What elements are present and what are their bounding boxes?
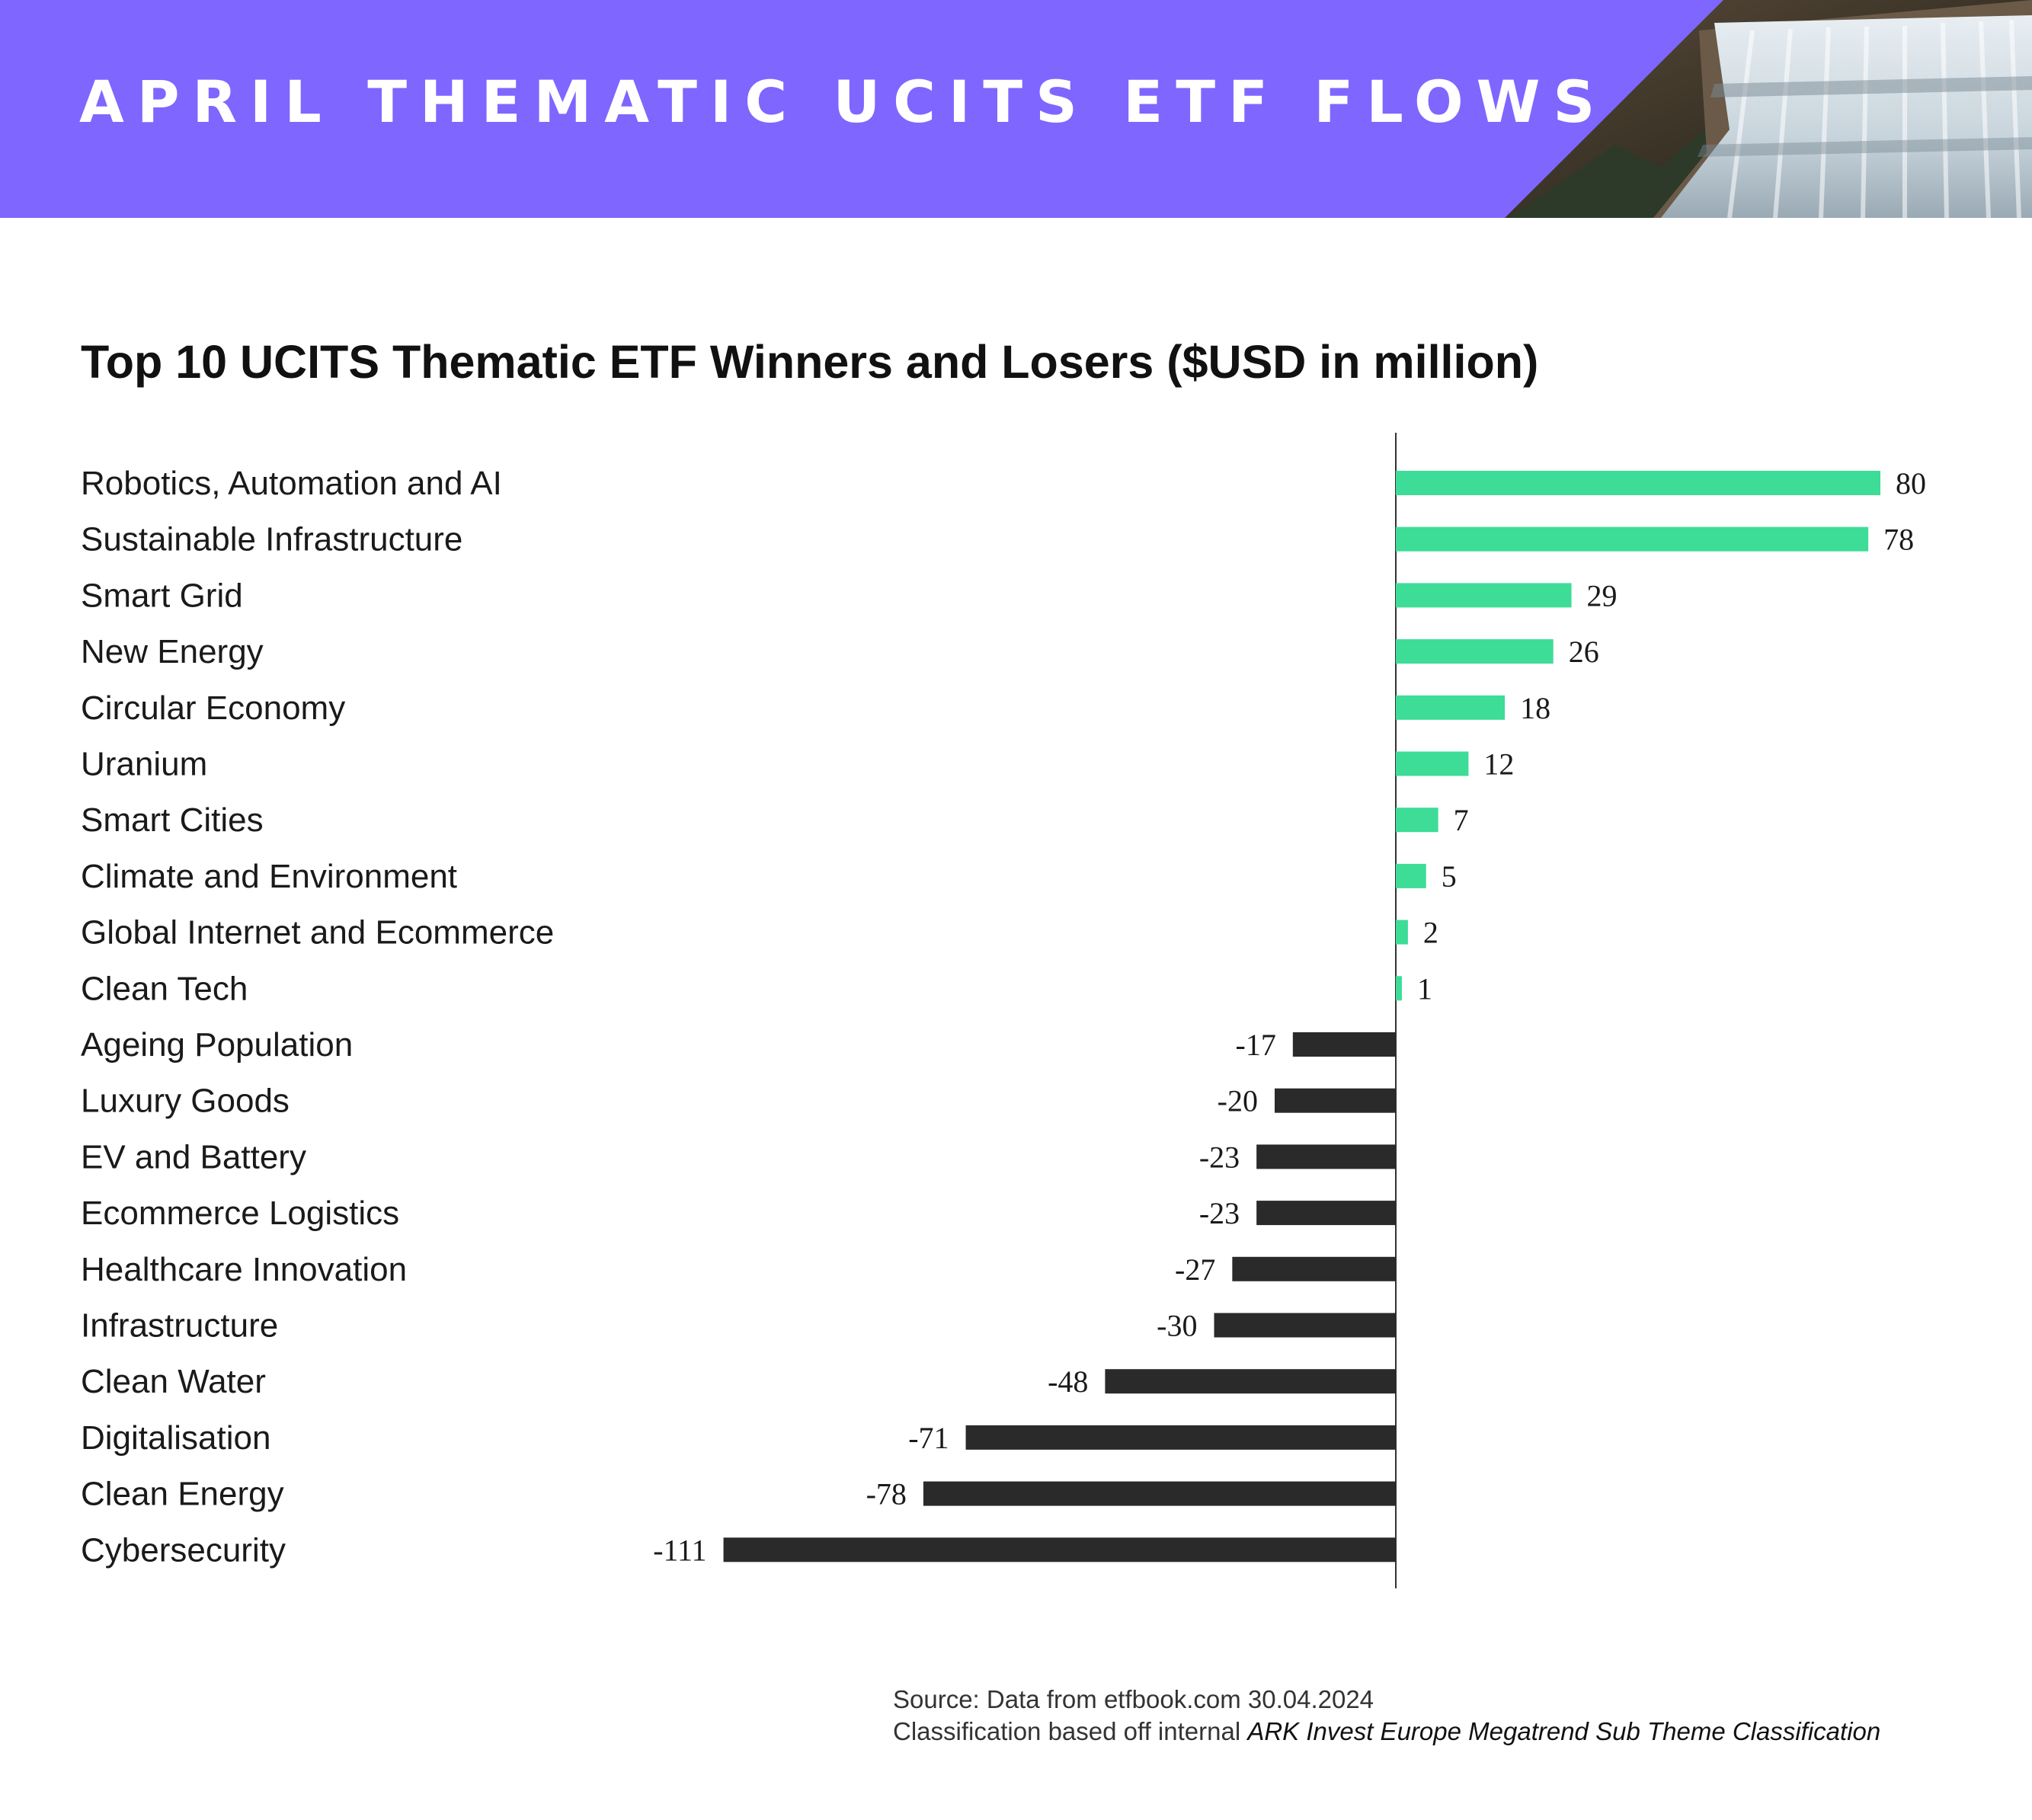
category-label: Clean Water (81, 1363, 266, 1400)
value-label: -23 (1199, 1140, 1240, 1174)
bar (1396, 920, 1408, 945)
header-banner: APRIL THEMATIC UCITS ETF FLOWS (0, 0, 2032, 218)
value-label: -78 (866, 1477, 907, 1511)
bar (1105, 1369, 1396, 1394)
chart-title: Top 10 UCITS Thematic ETF Winners and Lo… (81, 336, 1539, 388)
category-label: Uranium (81, 746, 207, 783)
bar (1292, 1032, 1396, 1057)
category-label: Climate and Environment (81, 858, 457, 895)
value-label: 12 (1483, 747, 1514, 782)
value-label: 1 (1417, 971, 1432, 1006)
value-label: -23 (1199, 1196, 1240, 1230)
bar (1396, 695, 1506, 720)
category-label: Healthcare Innovation (81, 1251, 407, 1288)
category-label: Luxury Goods (81, 1083, 290, 1120)
category-label: Clean Tech (81, 970, 248, 1007)
bar (1396, 863, 1426, 888)
category-label: Smart Grid (81, 577, 243, 614)
value-label: 2 (1423, 916, 1438, 950)
bar (1396, 526, 1869, 552)
category-label: Global Internet and Ecommerce (81, 914, 554, 952)
value-label: -30 (1157, 1309, 1197, 1343)
bar (723, 1537, 1396, 1563)
bar (965, 1425, 1396, 1450)
bar (1275, 1088, 1396, 1113)
bar (1232, 1256, 1396, 1281)
value-label: -48 (1048, 1364, 1088, 1399)
classification-line: Classification based off internal ARK In… (893, 1716, 1880, 1748)
category-label: Cybersecurity (81, 1531, 286, 1569)
page-title: APRIL THEMATIC UCITS ETF FLOWS (79, 68, 1608, 136)
value-label: 26 (1569, 635, 1599, 669)
bar (1256, 1144, 1396, 1169)
value-label: 18 (1520, 691, 1550, 725)
category-label: Smart Cities (81, 801, 264, 839)
bar (1256, 1201, 1396, 1226)
classification-prefix: Classification based off internal (893, 1717, 1248, 1745)
category-label: Infrastructure (81, 1307, 278, 1345)
value-label: -71 (908, 1421, 949, 1455)
bar (1396, 808, 1438, 833)
bar (1396, 639, 1554, 664)
category-label: EV and Battery (81, 1138, 306, 1175)
category-label: New Energy (81, 633, 264, 670)
bar (1396, 976, 1402, 1001)
classification-name: ARK Invest Europe Megatrend Sub Theme Cl… (1247, 1717, 1881, 1745)
category-label: Clean Energy (81, 1476, 284, 1513)
bar (1396, 583, 1572, 608)
source-line: Source: Data from etfbook.com 30.04.2024 (893, 1685, 1374, 1713)
category-label: Ecommerce Logistics (81, 1195, 399, 1232)
category-label: Circular Economy (81, 689, 345, 727)
value-label: -27 (1175, 1252, 1215, 1287)
bar (1396, 751, 1469, 776)
value-label: 7 (1454, 803, 1469, 837)
source-note: Source: Data from etfbook.com 30.04.2024… (893, 1684, 1880, 1748)
value-label: -17 (1236, 1028, 1276, 1062)
value-label: 78 (1883, 523, 1914, 557)
bar (923, 1481, 1396, 1506)
bar (1214, 1313, 1396, 1338)
bar-chart: Robotics, Automation and AI 80 Sustainable… (81, 433, 1926, 1588)
value-label: 29 (1587, 578, 1618, 613)
category-label: Sustainable Infrastructure (81, 521, 462, 558)
bar (1396, 471, 1880, 495)
value-label: -20 (1218, 1084, 1258, 1118)
category-label: Robotics, Automation and AI (81, 465, 502, 502)
category-label: Digitalisation (81, 1419, 270, 1457)
value-label: 5 (1442, 859, 1457, 894)
category-label: Ageing Population (81, 1026, 353, 1064)
waterfall-photo (1505, 0, 2032, 218)
value-label: -111 (653, 1533, 706, 1567)
value-label: 80 (1896, 466, 1926, 501)
